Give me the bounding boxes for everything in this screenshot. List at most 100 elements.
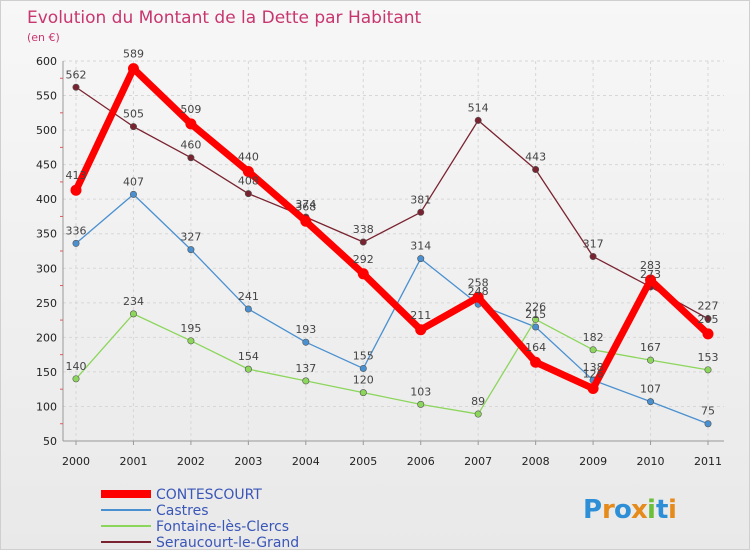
y-tick-label: 200 xyxy=(36,331,57,344)
data-point xyxy=(417,400,425,408)
data-point xyxy=(417,255,425,263)
data-label: 368 xyxy=(295,200,316,213)
data-point xyxy=(359,389,367,397)
y-tick-label: 50 xyxy=(43,435,57,448)
data-label: 164 xyxy=(525,341,546,354)
data-point xyxy=(300,215,312,227)
x-tick-label: 2006 xyxy=(407,455,435,468)
data-label: 258 xyxy=(468,276,489,289)
data-label: 505 xyxy=(123,108,144,121)
data-point xyxy=(129,310,137,318)
data-label: 589 xyxy=(123,48,144,61)
data-label: 205 xyxy=(698,313,719,326)
x-tick-label: 2008 xyxy=(522,455,550,468)
data-label: 153 xyxy=(698,351,719,364)
data-label: 126 xyxy=(583,367,604,380)
y-tick-label: 450 xyxy=(36,159,57,172)
data-label: 193 xyxy=(295,323,316,336)
y-tick-label: 600 xyxy=(36,55,57,68)
data-point xyxy=(530,356,542,368)
data-label: 514 xyxy=(468,101,489,114)
series-layer xyxy=(70,63,714,428)
data-label: 407 xyxy=(123,175,144,188)
series-line-fontaine-l-s-clercs xyxy=(75,313,709,415)
y-tick-label: 300 xyxy=(36,262,57,275)
legend: CONTESCOURTCastresFontaine-lès-ClercsSer… xyxy=(101,487,299,551)
data-point xyxy=(129,123,137,131)
chart-subtitle: (en €) xyxy=(27,31,60,44)
x-tick-label: 2001 xyxy=(119,455,147,468)
legend-label: CONTESCOURT xyxy=(156,487,262,503)
data-label: 226 xyxy=(525,300,546,313)
data-point xyxy=(645,274,657,286)
grid xyxy=(63,60,724,442)
data-label: 75 xyxy=(701,405,715,418)
data-point xyxy=(72,375,80,383)
logo-letter: x xyxy=(631,495,648,525)
data-label: 408 xyxy=(238,175,259,188)
x-tick-label: 2004 xyxy=(292,455,320,468)
y-tick-label: 350 xyxy=(36,228,57,241)
data-label: 137 xyxy=(295,362,316,375)
data-label: 138 xyxy=(583,361,604,374)
data-label: 562 xyxy=(66,68,87,81)
legend-label: Castres xyxy=(156,503,209,519)
data-label: 227 xyxy=(698,300,719,313)
data-point xyxy=(187,337,195,345)
series-line-seraucourt-le-grand xyxy=(75,86,709,320)
logo-letter: P xyxy=(583,495,602,525)
y-tick-label: 150 xyxy=(36,366,57,379)
data-label: 215 xyxy=(525,308,546,321)
data-label: 234 xyxy=(123,295,144,308)
y-tick-label: 100 xyxy=(36,400,57,413)
data-label: 241 xyxy=(238,290,259,303)
data-label: 248 xyxy=(468,285,489,298)
x-tick-label: 2007 xyxy=(464,455,492,468)
data-label: 374 xyxy=(295,198,316,211)
data-labels: 413 589 509 440 368 292 211 258 164 126 283 205 336 4… xyxy=(66,48,719,418)
legend-label: Fontaine-lès-Clercs xyxy=(156,519,289,535)
data-point xyxy=(187,154,195,162)
data-point xyxy=(704,366,712,374)
data-label: 509 xyxy=(180,103,201,116)
data-point xyxy=(244,305,252,313)
data-point xyxy=(532,323,540,331)
data-label: 89 xyxy=(471,395,485,408)
series-line-castres xyxy=(75,193,709,425)
data-point xyxy=(187,246,195,254)
data-point xyxy=(647,356,655,364)
data-point xyxy=(647,398,655,406)
data-point xyxy=(589,346,597,354)
data-point xyxy=(185,118,197,130)
x-tick-label: 2000 xyxy=(62,455,90,468)
y-tick-label: 500 xyxy=(36,124,57,137)
series-line-contescourt xyxy=(72,65,712,392)
data-label: 381 xyxy=(410,193,431,206)
data-point xyxy=(302,377,310,385)
y-tick-label: 550 xyxy=(36,90,57,103)
data-label: 167 xyxy=(640,341,661,354)
logo-letter: o xyxy=(614,495,632,525)
data-point xyxy=(242,166,254,178)
data-label: 154 xyxy=(238,350,259,363)
data-label: 107 xyxy=(640,383,661,396)
data-label: 195 xyxy=(180,322,201,335)
x-tick-label: 2003 xyxy=(234,455,262,468)
data-point xyxy=(129,190,137,198)
data-label: 273 xyxy=(640,268,661,281)
x-tick-label: 2002 xyxy=(177,455,205,468)
legend-label: Seraucourt-le-Grand xyxy=(156,535,299,551)
data-point xyxy=(474,116,482,124)
data-label: 155 xyxy=(353,349,374,362)
data-label: 182 xyxy=(583,331,604,344)
data-label: 327 xyxy=(180,231,201,244)
data-point xyxy=(474,410,482,418)
data-point xyxy=(704,315,712,323)
data-point xyxy=(357,268,369,280)
y-tick-label: 250 xyxy=(36,297,57,310)
x-tick-label: 2005 xyxy=(349,455,377,468)
data-point xyxy=(72,83,80,91)
